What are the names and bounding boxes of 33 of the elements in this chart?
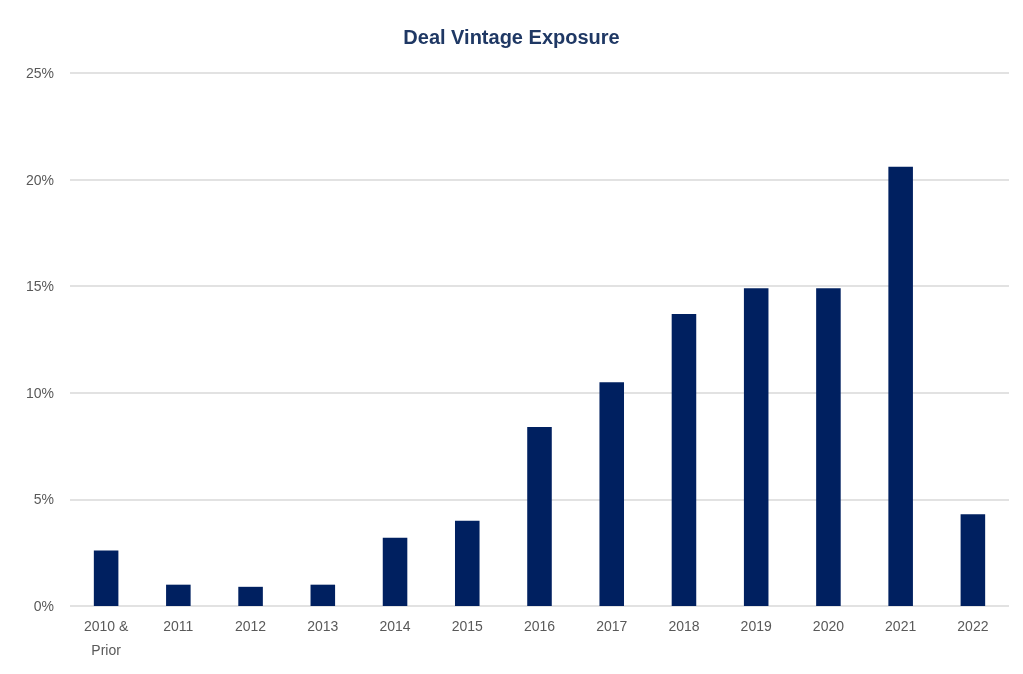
x-tick-label: 2022 bbox=[957, 618, 989, 634]
x-tick-label: 2012 bbox=[235, 618, 267, 634]
x-tick-label: 2011 bbox=[163, 618, 194, 634]
x-tick-label: 2015 bbox=[451, 618, 484, 634]
bar bbox=[888, 166, 913, 606]
bar bbox=[960, 514, 986, 606]
x-tick-label: 2019 bbox=[740, 618, 772, 634]
bar bbox=[382, 537, 408, 606]
x-tick-label: 2016 bbox=[523, 618, 556, 634]
y-tick-label: 5% bbox=[33, 491, 54, 508]
bar bbox=[599, 382, 625, 606]
bar bbox=[238, 586, 263, 606]
chart-title: Deal Vintage Exposure bbox=[403, 26, 620, 48]
y-tick-label: 15% bbox=[25, 278, 54, 295]
bar bbox=[310, 584, 336, 606]
bar bbox=[166, 584, 191, 606]
x-tick-label: 2020 bbox=[812, 618, 845, 634]
x-tick-label: 2017 bbox=[596, 618, 628, 634]
bar bbox=[454, 520, 480, 606]
x-tick-label: 2021 bbox=[885, 618, 917, 634]
x-tick-label: 2013 bbox=[307, 618, 339, 634]
bar bbox=[93, 550, 119, 606]
y-tick-label: 0% bbox=[33, 598, 54, 614]
bar bbox=[527, 426, 552, 606]
x-tick-label: 2014 bbox=[379, 618, 411, 634]
x-tick-label: 2010 & Prior bbox=[83, 618, 129, 658]
x-tick-label: 2018 bbox=[668, 618, 700, 634]
bar bbox=[743, 288, 769, 606]
y-tick-label: 10% bbox=[25, 384, 54, 401]
y-tick-label: 25% bbox=[25, 65, 54, 81]
y-tick-label: 20% bbox=[25, 171, 54, 188]
bar bbox=[816, 288, 841, 606]
bar bbox=[671, 313, 697, 606]
